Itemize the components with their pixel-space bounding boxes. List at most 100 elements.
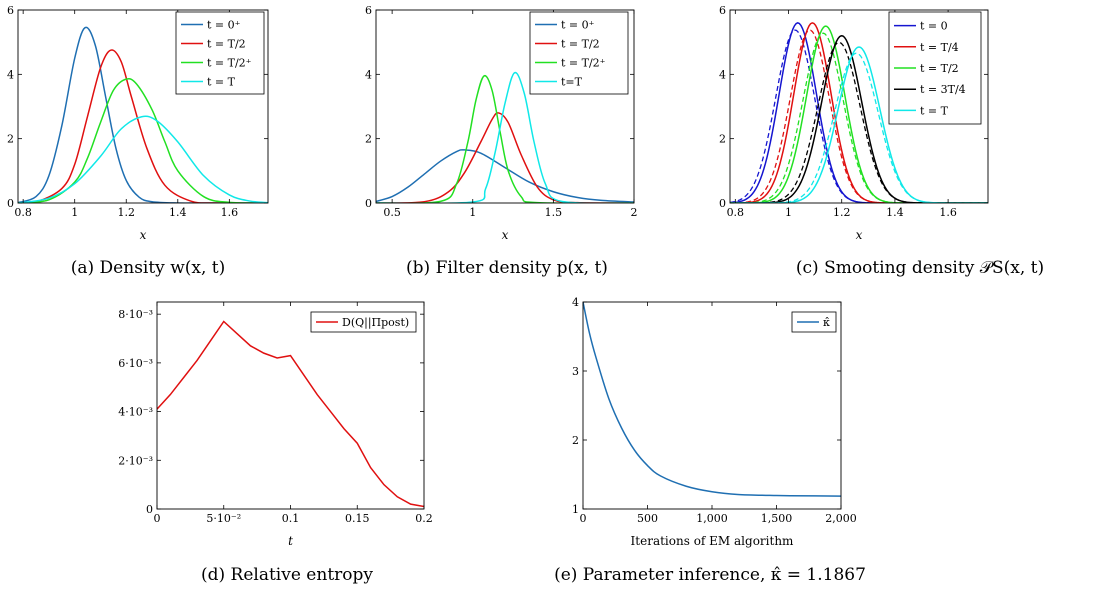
y-tick-label: 2·10⁻³: [118, 454, 153, 467]
series-dashed-c-2: [730, 32, 988, 203]
series-dashed-c-3: [730, 41, 988, 203]
legend-label: t = T/2: [207, 38, 246, 51]
y-tick-label: 4: [719, 68, 726, 81]
y-tick-label: 3: [572, 365, 579, 378]
x-tick-label: 1: [469, 206, 476, 219]
y-tick-label: 6: [365, 4, 372, 17]
x-tick-label: 1: [71, 206, 78, 219]
x-tick-label: 1.6: [221, 206, 239, 219]
legend-label: t=T: [561, 76, 583, 89]
legend-label: t = 0⁺: [207, 19, 241, 32]
plot-frame: [729, 9, 989, 204]
y-tick-label: 4: [572, 296, 579, 309]
x-tick-label: 1,000: [696, 512, 728, 525]
x-tick-label: 1.2: [833, 206, 851, 219]
series-line-d-0: [157, 320, 424, 508]
x-tick-label: 1: [785, 206, 792, 219]
y-tick-label: 0: [7, 197, 14, 210]
legend-box: [310, 311, 417, 333]
chart-caption: (b) Filter density p(x, t): [406, 258, 608, 278]
x-tick-label: 1,500: [761, 512, 793, 525]
y-tick-label: 2: [572, 434, 579, 447]
chart-caption: (a) Density w(x, t): [71, 258, 226, 278]
y-tick-label: 0: [146, 503, 153, 516]
y-tick-label: 0: [365, 197, 372, 210]
x-tick-label: 0.15: [345, 512, 370, 525]
plot-frame: [375, 9, 635, 204]
y-tick-label: 2: [719, 133, 726, 146]
legend-label: t = T/2: [920, 62, 959, 75]
x-tick-label: 500: [637, 512, 658, 525]
chart-caption: (e) Parameter inference, κ̂ = 1.1867: [554, 565, 866, 585]
x-tick-label: 5·10⁻²: [206, 512, 241, 525]
y-tick-label: 6·10⁻³: [118, 357, 153, 370]
legend: κ̂: [791, 311, 837, 333]
y-tick-label: 6: [719, 4, 726, 17]
legend-label: t = 0: [920, 20, 948, 33]
y-tick-label: 8·10⁻³: [118, 308, 153, 321]
x-tick-label: 0: [154, 512, 161, 525]
plot-frame: [17, 9, 269, 204]
x-axis-label: Iterations of EM algorithm: [631, 534, 795, 548]
series-dashed-c-1: [730, 29, 988, 203]
x-tick-label: 1.4: [886, 206, 904, 219]
legend-label: t = T: [207, 76, 236, 89]
chart-d: 0 5·10⁻² 0.1 0.15 0.2 0 2·10⁻³ 4·10⁻³ 6·10⁻³ 8·10…: [118, 301, 433, 585]
series-line-b-3: [376, 71, 634, 203]
legend-label: t = T/4: [920, 41, 959, 54]
x-axis-label: x: [856, 228, 863, 242]
y-tick-label: 2: [365, 133, 372, 146]
legend: t = 0⁺ t = T/2 t = T/2⁺ t=T: [529, 11, 629, 95]
x-tick-label: 0.8: [14, 206, 32, 219]
x-tick-label: 1.4: [169, 206, 187, 219]
legend: t = 0⁺ t = T/2 t = T/2⁺ t = T: [175, 11, 265, 95]
y-tick-label: 4: [365, 68, 372, 81]
legend-label: t = T/2: [561, 38, 600, 51]
x-tick-label: 2,000: [825, 512, 857, 525]
y-tick-label: 4·10⁻³: [118, 406, 153, 419]
x-tick-label: 1.6: [939, 206, 957, 219]
plot-frame: [156, 301, 425, 510]
series-line-e-0: [583, 302, 841, 497]
x-axis-label: t: [288, 534, 293, 548]
legend-label: t = T/2⁺: [207, 57, 252, 70]
x-tick-label: 0: [580, 512, 587, 525]
y-tick-label: 0: [719, 197, 726, 210]
series-line-c-1: [730, 22, 988, 203]
series-line-b-2: [376, 74, 634, 203]
series-line-a-1: [18, 49, 268, 203]
series-dashed-c-0: [730, 29, 988, 203]
x-tick-label: 0.8: [727, 206, 745, 219]
legend-box: [175, 11, 265, 95]
legend: t = 0 t = T/4 t = T/2 t = 3T/4 t = T: [888, 11, 982, 125]
x-axis-label: x: [140, 228, 147, 242]
legend-label: t = T/2⁺: [561, 57, 606, 70]
series-line-a-3: [18, 115, 268, 203]
x-tick-label: 1.5: [545, 206, 563, 219]
plot-frame: [582, 301, 842, 510]
chart-caption: (c) Smooting density 𝒫S(x, t): [796, 258, 1044, 278]
legend-label: t = T: [920, 104, 949, 117]
chart-caption: (d) Relative entropy: [201, 565, 373, 585]
legend-label: t = 3T/4: [920, 83, 966, 96]
x-tick-label: 0.5: [383, 206, 401, 219]
x-axis-label: x: [502, 228, 509, 242]
legend-box: [529, 11, 629, 95]
series-line-b-0: [376, 149, 634, 203]
x-tick-label: 0.1: [282, 512, 300, 525]
legend-label: D(Q||Πpost): [342, 316, 409, 330]
y-tick-label: 2: [7, 133, 14, 146]
legend-label: t = 0⁺: [561, 19, 595, 32]
x-tick-label: 2: [631, 206, 638, 219]
x-tick-label: 0.2: [415, 512, 433, 525]
y-tick-label: 4: [7, 68, 14, 81]
y-tick-label: 6: [7, 4, 14, 17]
chart-b: 0.5 1 1.5 2 0 2 4 6 x t = 0⁺ t = T/2 t = T/2⁺ t=T (b)…: [365, 4, 638, 278]
series-line-a-2: [18, 77, 268, 203]
legend: D(Q||Πpost): [310, 311, 417, 333]
chart-e: 0 500 1,000 1,500 2,000 1 2 3 4 Iterations of EM …: [554, 296, 866, 585]
x-tick-label: 1.2: [117, 206, 135, 219]
